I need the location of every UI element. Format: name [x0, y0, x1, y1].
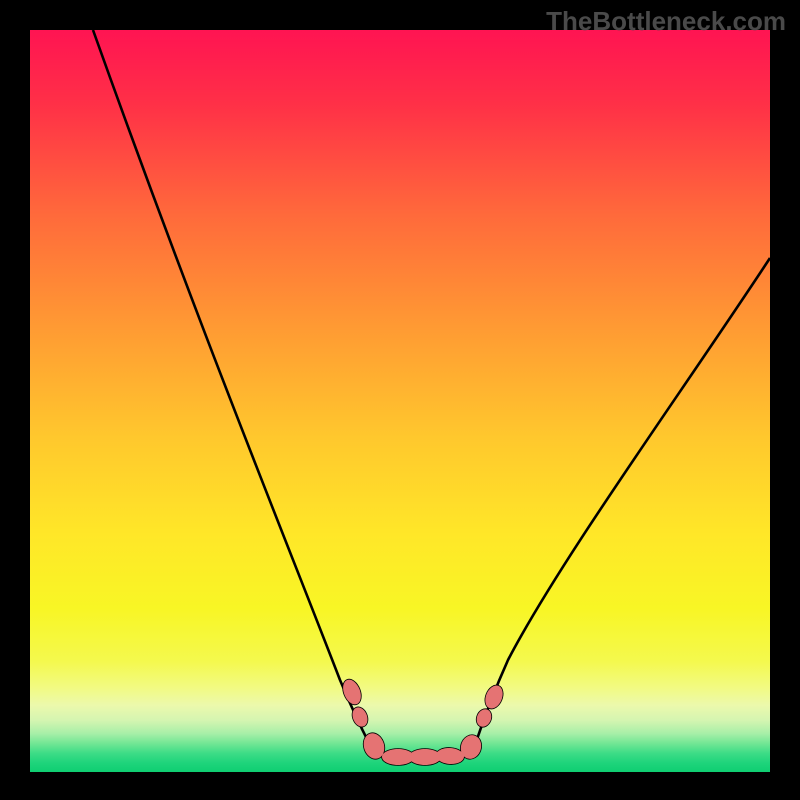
plot-area	[30, 30, 770, 772]
watermark-text: TheBottleneck.com	[546, 6, 786, 37]
chart-container: TheBottleneck.com	[0, 0, 800, 800]
bottleneck-chart-svg	[0, 0, 800, 800]
